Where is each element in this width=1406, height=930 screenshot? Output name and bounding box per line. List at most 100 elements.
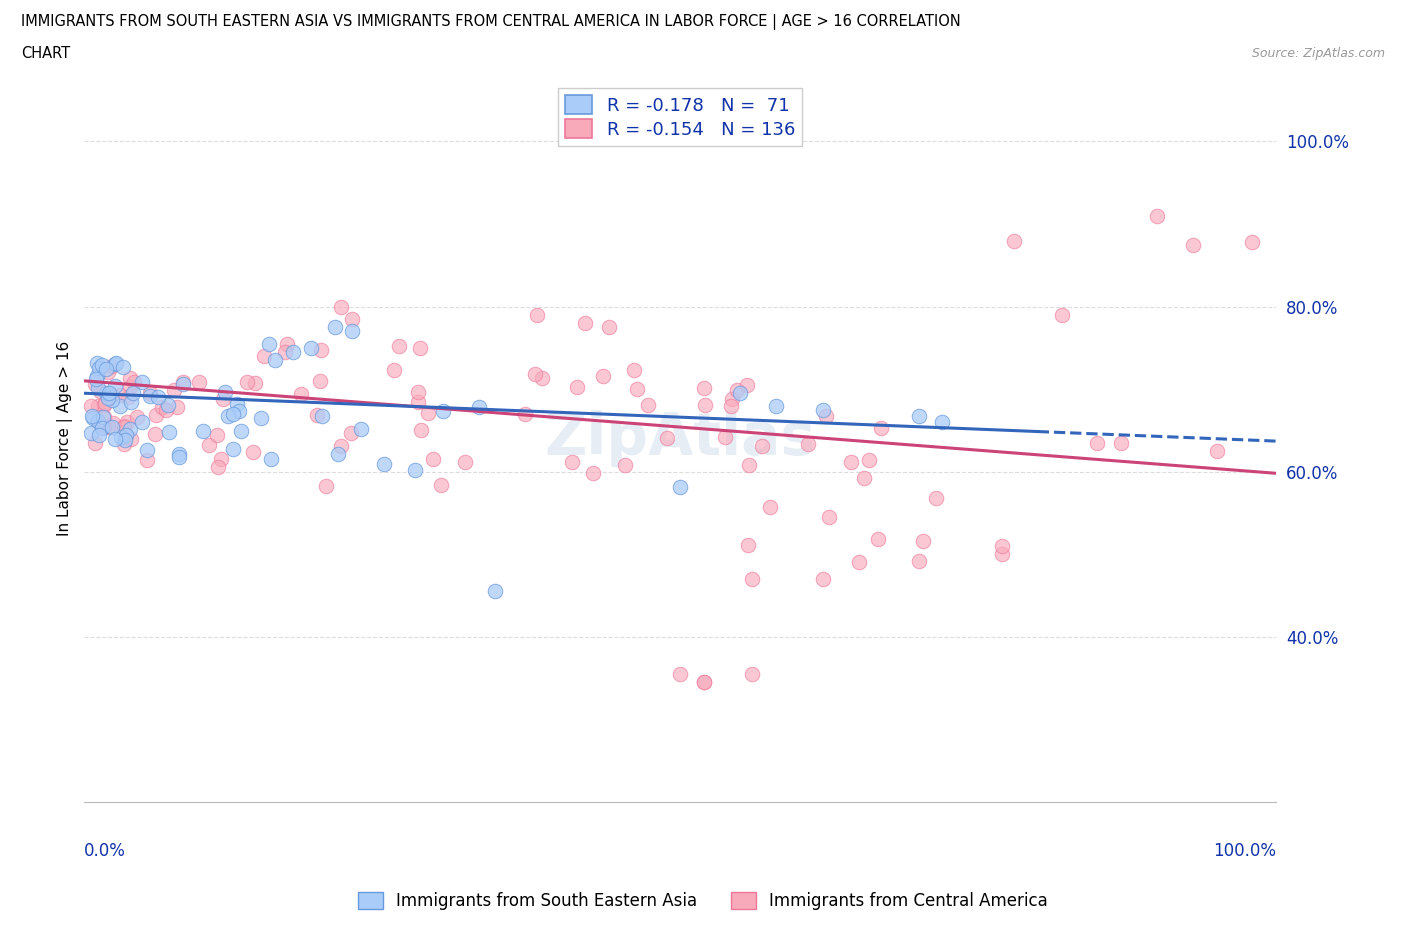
Point — [97, 365, 120, 379]
Point — [811, 403, 834, 418]
Point — [326, 446, 349, 461]
Point — [217, 409, 239, 424]
Point — [592, 369, 614, 384]
Point — [721, 392, 744, 406]
Point — [623, 363, 645, 378]
Point — [853, 471, 876, 485]
Point — [110, 430, 132, 445]
Point — [797, 436, 820, 451]
Point — [657, 431, 679, 445]
Point — [100, 419, 122, 434]
Point — [139, 386, 162, 401]
Point — [136, 443, 159, 458]
Point — [188, 375, 211, 390]
Point — [737, 458, 759, 472]
Point — [104, 432, 127, 446]
Point — [145, 407, 167, 422]
Point — [101, 392, 124, 407]
Point — [582, 465, 605, 480]
Point — [1002, 233, 1025, 248]
Point — [172, 375, 194, 390]
Point — [373, 457, 395, 472]
Point — [155, 403, 177, 418]
Point — [759, 499, 782, 514]
Point — [869, 421, 891, 436]
Point — [281, 344, 304, 359]
Point — [79, 399, 101, 414]
Text: 100.0%: 100.0% — [1213, 842, 1277, 859]
Point — [243, 376, 266, 391]
Text: IMMIGRANTS FROM SOUTH EASTERN ASIA VS IMMIGRANTS FROM CENTRAL AMERICA IN LABOR F: IMMIGRANTS FROM SOUTH EASTERN ASIA VS IM… — [21, 14, 960, 30]
Point — [86, 368, 108, 383]
Point — [257, 337, 280, 352]
Point — [308, 373, 330, 388]
Point — [276, 336, 298, 351]
Point — [135, 452, 157, 467]
Point — [87, 428, 110, 443]
Point — [115, 427, 138, 442]
Point — [1109, 435, 1132, 450]
Point — [382, 363, 405, 378]
Point — [925, 491, 948, 506]
Point — [91, 358, 114, 373]
Point — [912, 533, 935, 548]
Point — [530, 370, 553, 385]
Point — [94, 395, 117, 410]
Point — [626, 382, 648, 397]
Point — [167, 446, 190, 461]
Point — [84, 377, 107, 392]
Point — [741, 572, 763, 587]
Point — [329, 299, 352, 314]
Point — [157, 425, 180, 440]
Point — [669, 479, 692, 494]
Point — [561, 455, 583, 470]
Point — [737, 538, 759, 552]
Point — [713, 430, 735, 445]
Point — [143, 427, 166, 442]
Point — [226, 396, 249, 411]
Point — [83, 435, 105, 450]
Point — [87, 380, 110, 395]
Point — [309, 343, 332, 358]
Point — [848, 555, 870, 570]
Point — [858, 453, 880, 468]
Point — [814, 409, 837, 424]
Point — [91, 420, 114, 435]
Point — [274, 345, 297, 360]
Point — [104, 379, 127, 393]
Point — [205, 428, 228, 443]
Point — [513, 406, 536, 421]
Point — [818, 510, 841, 525]
Point — [1050, 308, 1073, 323]
Point — [117, 415, 139, 430]
Point — [101, 416, 124, 431]
Point — [112, 419, 135, 434]
Point — [118, 421, 141, 436]
Point — [150, 400, 173, 415]
Point — [468, 399, 491, 414]
Point — [236, 375, 259, 390]
Point — [172, 377, 194, 392]
Text: 0.0%: 0.0% — [84, 842, 127, 859]
Point — [82, 408, 104, 423]
Point — [121, 386, 143, 401]
Point — [108, 399, 131, 414]
Point — [93, 398, 115, 413]
Point — [198, 437, 221, 452]
Point — [94, 362, 117, 377]
Point — [222, 442, 245, 457]
Point — [693, 674, 716, 689]
Point — [1241, 234, 1264, 249]
Point — [484, 584, 506, 599]
Point — [115, 428, 138, 443]
Text: ZipAtlas: ZipAtlas — [544, 410, 815, 467]
Point — [167, 449, 190, 464]
Point — [122, 375, 145, 390]
Point — [339, 426, 361, 441]
Point — [93, 409, 115, 424]
Point — [191, 424, 214, 439]
Point — [228, 404, 250, 418]
Point — [97, 391, 120, 405]
Point — [117, 389, 139, 404]
Point — [86, 355, 108, 370]
